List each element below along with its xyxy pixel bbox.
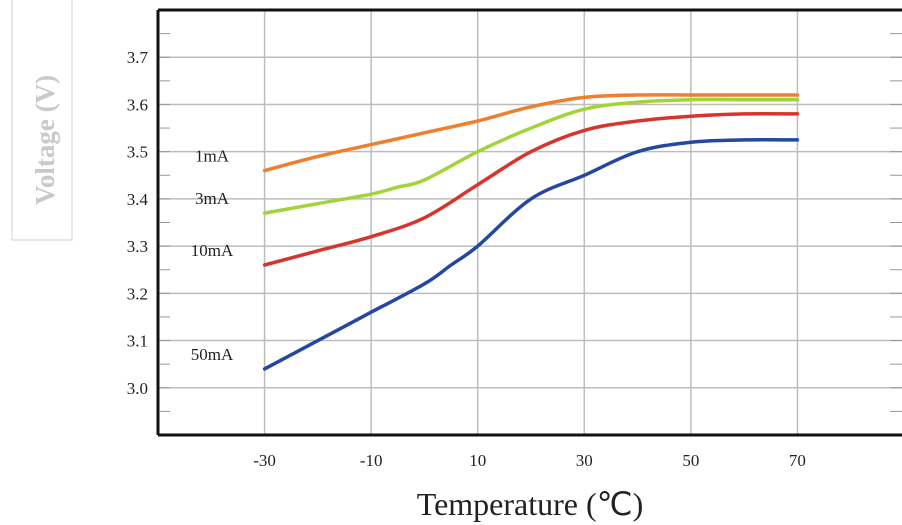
x-tick-label: 70 — [789, 451, 806, 470]
series-line-10mA — [262, 111, 800, 267]
series-line-50mA — [262, 137, 800, 371]
x-tick-label: -10 — [360, 451, 383, 470]
x-tick-label: 10 — [469, 451, 486, 470]
series-lines — [262, 93, 800, 371]
plot-area — [158, 10, 902, 435]
series-label-50mA: 50mA — [191, 345, 234, 364]
y-tick-label: 3.4 — [127, 190, 149, 209]
y-tick-label: 3.6 — [127, 95, 148, 114]
series-line-3mA — [262, 97, 800, 215]
y-axis-title-box — [11, 0, 73, 241]
tick-labels: 3.0 3.1 3.2 3.3 3.4 3.5 3.6 3.7 -30 -10 10 30 50 70 — [127, 48, 806, 470]
series-labels: 1mA 3mA 10mA 50mA — [191, 147, 234, 364]
y-axis-title: Voltage (V) — [30, 75, 60, 205]
y-tick-label: 3.3 — [127, 237, 148, 256]
x-axis-title: Temperature (℃) — [417, 486, 643, 522]
series-line-1mA — [262, 93, 800, 173]
y-tick-label: 3.5 — [127, 143, 148, 162]
series-label-1mA: 1mA — [195, 147, 230, 166]
series-label-3mA: 3mA — [195, 189, 230, 208]
x-tick-label: 50 — [682, 451, 699, 470]
y-tick-label: 3.7 — [127, 48, 149, 67]
y-tick-label: 3.2 — [127, 284, 148, 303]
x-tick-label: -30 — [253, 451, 276, 470]
y-tick-label: 3.1 — [127, 332, 148, 351]
x-tick-label: 30 — [576, 451, 593, 470]
series-label-10mA: 10mA — [191, 241, 234, 260]
y-tick-label: 3.0 — [127, 379, 148, 398]
